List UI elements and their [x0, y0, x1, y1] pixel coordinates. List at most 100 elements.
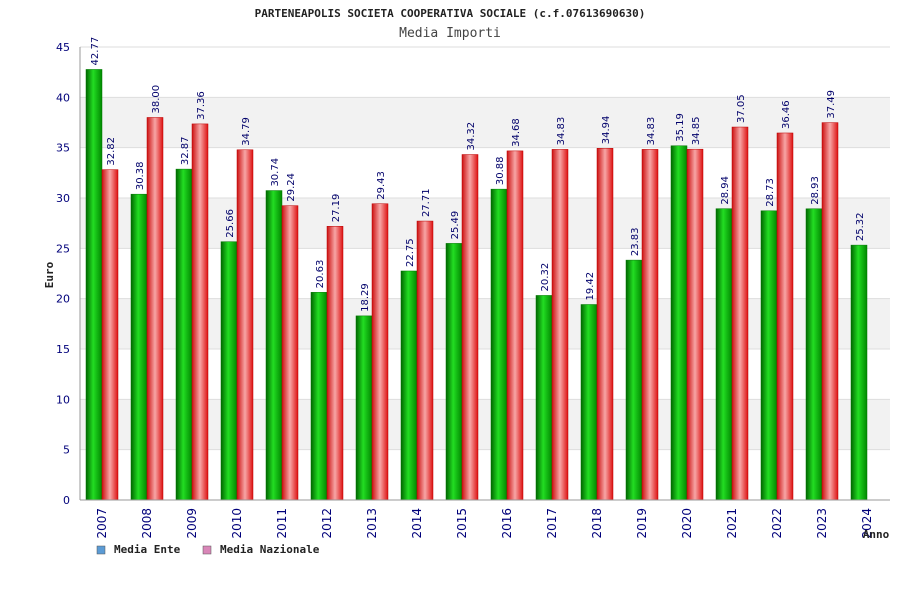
y-tick-labels: 0 5 10 15 20 25 30 35 40 45 — [56, 41, 70, 507]
bar-media-ente — [850, 244, 868, 501]
value-label: 30.38 — [135, 162, 146, 191]
value-label: 37.05 — [736, 94, 747, 123]
x-tick-label: 2008 — [140, 508, 154, 539]
legend-swatch-media-ente — [96, 545, 106, 555]
y-tick-label: 5 — [63, 444, 70, 457]
bar-media-ente — [625, 259, 643, 501]
bar-media-ente — [220, 241, 238, 501]
bar-media-ente — [670, 145, 688, 501]
y-tick-label: 35 — [56, 142, 70, 155]
x-tick-label: 2017 — [545, 508, 559, 539]
x-tick-label: 2018 — [590, 508, 604, 539]
x-tick-label: 2023 — [815, 508, 829, 539]
bar-media-nazionale — [101, 169, 119, 501]
x-tick-label: 2024 — [860, 508, 874, 539]
value-label: 18.29 — [360, 283, 371, 312]
bar-media-nazionale — [281, 205, 299, 501]
value-label: 20.63 — [315, 260, 326, 289]
y-tick-label: 25 — [56, 242, 70, 255]
value-label: 34.32 — [466, 122, 477, 151]
value-label: 42.77 — [90, 37, 101, 66]
value-label: 32.87 — [180, 136, 191, 165]
value-label: 25.66 — [225, 209, 236, 238]
chart-subtitle: Media Importi — [399, 26, 501, 41]
value-label: 28.94 — [720, 176, 731, 205]
value-label: 28.73 — [765, 178, 776, 207]
grid-band — [80, 298, 890, 349]
value-label: 25.32 — [855, 212, 866, 241]
bar-media-ente — [310, 292, 328, 501]
y-tick-label: 45 — [56, 41, 70, 54]
y-tick-label: 40 — [56, 91, 70, 104]
bar-media-ente — [130, 193, 148, 501]
x-tick-label: 2011 — [275, 508, 289, 539]
bar-media-nazionale — [506, 150, 524, 501]
bar-media-ente — [175, 168, 193, 501]
value-label: 27.71 — [421, 188, 432, 217]
legend-swatch-media-nazionale — [202, 545, 212, 555]
bar-media-ente — [715, 208, 733, 501]
bar-media-ente — [805, 208, 823, 501]
x-tick-label: 2014 — [410, 508, 424, 539]
value-label: 19.42 — [585, 272, 596, 301]
bar-media-nazionale — [641, 149, 659, 501]
legend-label-media-ente: Media Ente — [114, 543, 181, 556]
bar-media-ente — [400, 270, 418, 501]
y-tick-label: 0 — [63, 494, 70, 507]
bar-media-nazionale — [776, 132, 794, 501]
x-tick-label: 2009 — [185, 508, 199, 539]
x-tick-label: 2021 — [725, 508, 739, 539]
y-tick-label: 30 — [56, 192, 70, 205]
bar-media-nazionale — [551, 149, 569, 501]
value-label: 25.49 — [450, 211, 461, 240]
bar-media-nazionale — [821, 122, 839, 501]
value-label: 28.93 — [810, 176, 821, 205]
grid-band — [80, 97, 890, 148]
value-label: 22.75 — [405, 238, 416, 267]
value-label: 34.83 — [556, 117, 567, 146]
value-label: 34.68 — [511, 118, 522, 147]
value-label: 36.46 — [781, 100, 792, 129]
value-label: 29.43 — [376, 171, 387, 200]
bar-media-nazionale — [416, 220, 434, 501]
y-tick-label: 20 — [56, 293, 70, 306]
value-label: 23.83 — [630, 227, 641, 256]
y-tick-label: 15 — [56, 343, 70, 356]
bar-media-ente — [490, 188, 508, 501]
bar-media-nazionale — [191, 123, 209, 501]
bar-media-ente — [760, 210, 778, 501]
bar-media-ente — [580, 304, 598, 501]
y-tick-label: 10 — [56, 393, 70, 406]
value-label: 34.85 — [691, 117, 702, 146]
bar-media-nazionale — [326, 226, 344, 501]
grid-band — [80, 399, 890, 450]
bar-media-ente — [265, 190, 283, 501]
bar-media-ente — [535, 295, 553, 501]
grid-lines — [80, 46, 890, 451]
x-tick-label: 2019 — [635, 508, 649, 539]
chart-title: PARTENEAPOLIS SOCIETA COOPERATIVA SOCIAL… — [255, 7, 646, 20]
x-tick-label: 2007 — [95, 508, 109, 539]
x-tick-label: 2022 — [770, 508, 784, 539]
x-axis-label: Anno — [863, 528, 890, 541]
bar-media-ente — [355, 315, 373, 501]
value-label: 30.74 — [270, 158, 281, 187]
value-label: 30.88 — [495, 157, 506, 186]
x-tick-label: 2015 — [455, 508, 469, 539]
x-tick-label: 2010 — [230, 508, 244, 539]
value-label: 20.32 — [540, 263, 551, 292]
value-label: 38.00 — [151, 85, 162, 114]
bar-media-nazionale — [461, 154, 479, 501]
value-label: 29.24 — [286, 173, 297, 202]
bar-media-ente — [85, 69, 103, 501]
value-label: 32.82 — [106, 137, 117, 166]
bar-media-nazionale — [371, 203, 389, 501]
legend-label-media-nazionale: Media Nazionale — [220, 543, 320, 556]
value-label: 27.19 — [331, 194, 342, 223]
bar-media-nazionale — [236, 149, 254, 501]
bar-media-ente — [445, 243, 463, 501]
value-label: 34.94 — [601, 116, 612, 145]
y-axis-label: Euro — [43, 261, 56, 288]
grid-bands — [80, 97, 890, 450]
